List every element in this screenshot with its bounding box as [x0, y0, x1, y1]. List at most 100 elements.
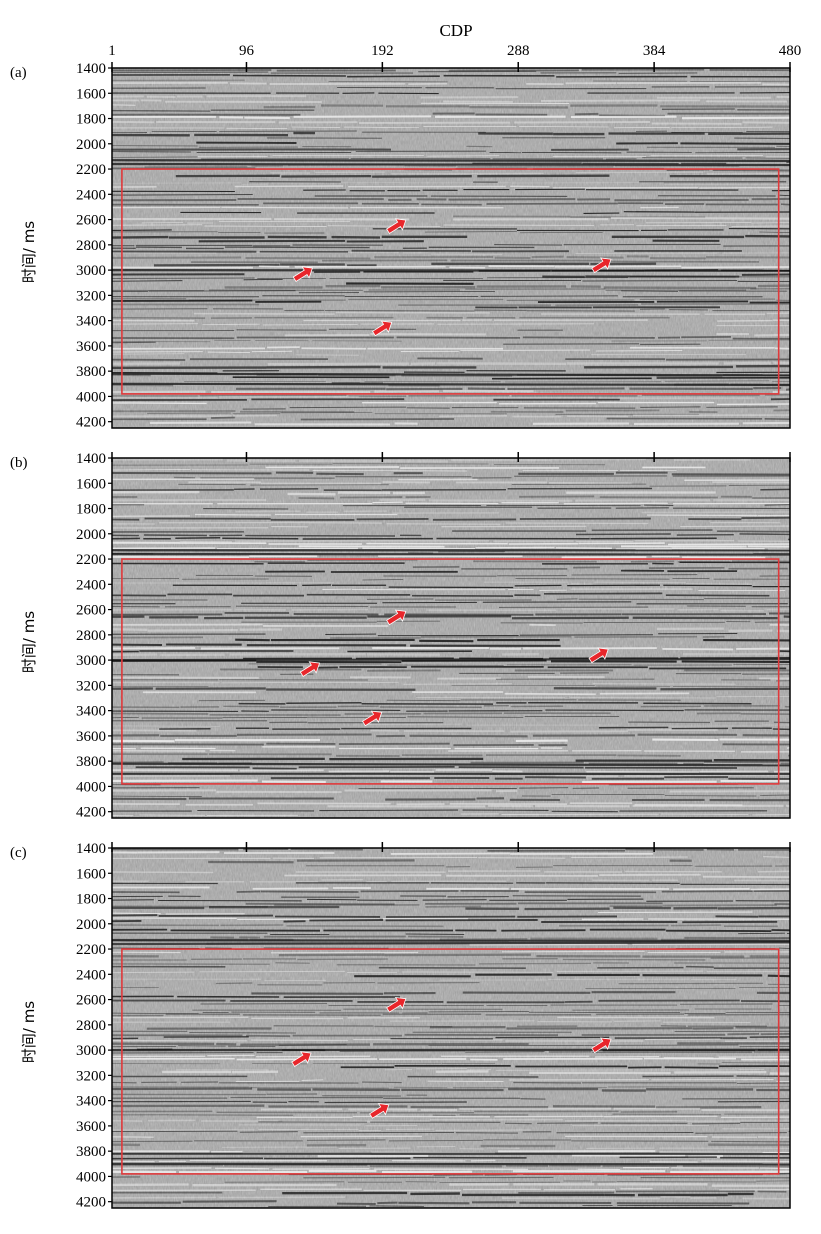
reflector	[111, 1075, 791, 1078]
reflector	[149, 421, 791, 426]
y-tick-label: 3000	[76, 263, 106, 279]
red-arrow-shape	[369, 1103, 390, 1119]
panel-a: 1400 1600 1800 2000 2200 2400 2600 2800 3000 3200…	[10, 61, 791, 431]
reflector-events	[111, 68, 791, 426]
reflector	[111, 1096, 791, 1100]
reflector	[111, 194, 791, 197]
reflector	[111, 389, 791, 394]
reflector	[111, 769, 790, 774]
reflector	[111, 299, 791, 304]
panel-c: 1400 1600 1800 2000 2200 2400 2600 2800 3000 3200…	[10, 841, 791, 1211]
reflector	[111, 154, 791, 158]
reflector	[172, 584, 790, 589]
reflector	[111, 1156, 791, 1160]
reflector	[112, 115, 791, 120]
reflector	[111, 346, 791, 350]
reflector	[111, 533, 791, 537]
reflector	[203, 506, 791, 510]
x-tick-label: 384	[643, 43, 666, 59]
y-tick-label: 1400	[76, 451, 106, 467]
reflector	[111, 490, 716, 496]
reflector	[210, 935, 791, 939]
reflector	[111, 1135, 791, 1138]
reflector	[111, 1013, 791, 1017]
reflector	[224, 1180, 791, 1183]
reflector	[111, 746, 791, 750]
reflector	[111, 364, 791, 369]
reflector	[111, 789, 791, 794]
reflector	[111, 513, 790, 517]
red-arrow	[591, 1037, 612, 1054]
reflector	[111, 130, 790, 133]
reflector	[111, 1062, 791, 1065]
panel-tag: (a)	[10, 65, 27, 81]
strong-reflector	[111, 762, 791, 767]
y-tick-label: 3200	[76, 678, 106, 694]
reflector	[141, 221, 791, 224]
reflector	[111, 401, 791, 406]
reflector	[219, 668, 790, 672]
y-tick-label: 4200	[76, 805, 106, 821]
reflector	[198, 699, 681, 702]
reflector	[111, 81, 791, 86]
reflector	[111, 1036, 791, 1040]
reflector	[111, 1190, 787, 1194]
reflector	[111, 685, 791, 687]
reflector	[111, 793, 791, 797]
y-tick-label: 2400	[76, 967, 106, 983]
reflector	[111, 597, 791, 601]
y-axis-title-b: 时间/ ms	[20, 611, 38, 673]
reflector	[112, 809, 768, 813]
reflector	[472, 161, 791, 165]
reflector	[112, 681, 736, 685]
reflector	[111, 471, 791, 476]
reflector	[200, 1003, 791, 1007]
reflector	[257, 665, 787, 670]
y-tick-label: 2200	[76, 162, 106, 178]
y-tick-label: 2400	[76, 187, 106, 203]
reflector	[263, 104, 791, 109]
reflector	[111, 851, 654, 855]
y-tick-label: 1600	[76, 866, 106, 882]
y-tick-label: 3800	[76, 754, 106, 770]
reflector	[112, 581, 752, 585]
reflector	[111, 962, 790, 966]
strong-reflector	[111, 941, 791, 946]
reflector	[111, 653, 791, 657]
reflector	[111, 1176, 791, 1179]
reflector	[175, 1068, 765, 1071]
reflector	[111, 1016, 715, 1020]
reflector	[111, 409, 791, 413]
reflector	[268, 1204, 732, 1207]
reflector	[111, 749, 791, 753]
reflector	[147, 411, 700, 415]
highlight-box	[121, 948, 780, 1175]
strong-reflector	[111, 1162, 791, 1166]
reflector	[111, 1093, 428, 1097]
reflector	[111, 709, 791, 712]
y-tick-label: 1800	[76, 112, 106, 128]
y-tick-label: 1800	[76, 502, 106, 518]
y-tick-label: 3600	[76, 1119, 106, 1135]
reflector	[111, 197, 791, 202]
y-tick-label: 2000	[76, 137, 106, 153]
reflector	[188, 481, 791, 485]
reflector	[111, 79, 791, 83]
highlight-box	[121, 558, 780, 785]
x-tick-label: 1	[108, 43, 116, 59]
reflector	[232, 376, 791, 380]
y-tick-label: 4200	[76, 1195, 106, 1211]
reflector	[111, 86, 791, 90]
reflector	[111, 1086, 791, 1089]
reflector	[111, 126, 773, 129]
reflector	[111, 623, 791, 627]
reflector	[111, 540, 791, 544]
reflector	[111, 1110, 678, 1114]
reflector	[111, 615, 791, 620]
reflector	[112, 393, 791, 397]
reflector	[111, 398, 791, 401]
reflector	[111, 797, 791, 802]
reflector	[111, 608, 791, 612]
reflector	[111, 150, 791, 154]
reflector	[111, 890, 791, 894]
